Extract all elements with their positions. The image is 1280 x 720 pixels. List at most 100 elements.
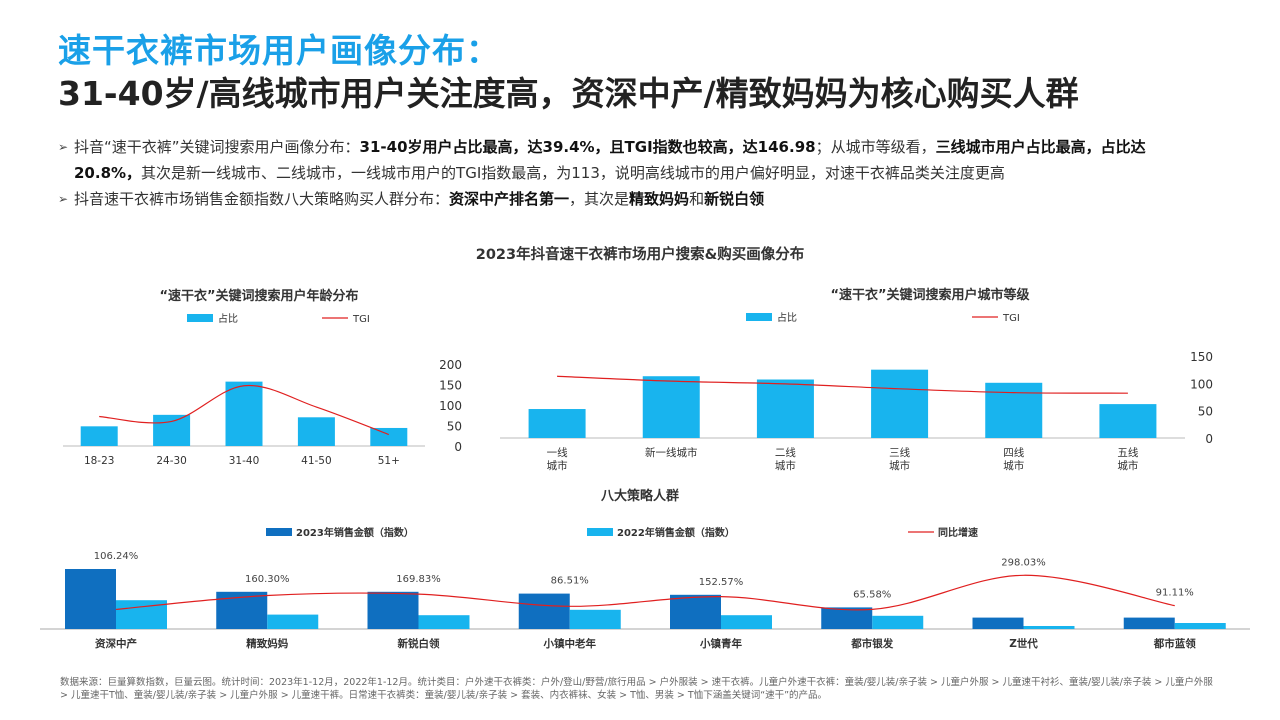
arrow-icon: ➢: [58, 192, 69, 206]
chart3-legend-growth-label: 同比增速: [938, 526, 978, 539]
chart1-x-tick: 31-40: [229, 455, 260, 467]
chart1-legend-bar-swatch: [187, 314, 213, 322]
chart1-bar: [80, 426, 118, 446]
chart1-bar: [297, 417, 335, 446]
chart3-bar-2022: [1174, 623, 1226, 629]
chart1-y-tick: 0: [454, 440, 462, 454]
chart2-bar: [642, 376, 700, 438]
chart1-x-tick: 41-50: [301, 455, 332, 467]
chart3-growth-label: 160.30%: [245, 574, 290, 585]
chart3-growth-line: [115, 574, 1175, 611]
chart3-bar-2022: [116, 600, 167, 629]
chart3-bar-2023: [670, 594, 721, 629]
chart2-x-tick: 五线: [1117, 446, 1139, 459]
chart2-x-tick: 新一线城市: [645, 446, 698, 459]
footnote: 数据来源：巨量算数指数，巨量云图。统计时间：2023年1-12月，2022年1-…: [60, 677, 1213, 701]
summary-bullets: ➢ 抖音“速干衣裤”关键词搜索用户画像分布：31-40岁用户占比最高，达39.4…: [58, 134, 1208, 212]
bullet-text: ；从城市等级看，: [815, 138, 936, 156]
chart1-x-tick: 51+: [378, 455, 400, 467]
chart2-y-tick: 150: [1190, 350, 1213, 364]
chart3-legend-2022-label: 2022年销售金额（指数）: [617, 526, 735, 539]
chart3-title: 八大策略人群: [600, 488, 679, 504]
bullet-text: 其次是新一线城市、二线城市，一线城市用户的TGI指数最高，为113，说明高线城市…: [141, 164, 1005, 182]
chart3-bar-2023: [972, 617, 1024, 629]
chart2-legend-bar-swatch: [746, 313, 772, 321]
bullet-text: 抖音“速干衣裤”关键词搜索用户画像分布：: [74, 138, 360, 156]
chart3-bar-2023: [821, 607, 873, 629]
chart3-growth-label: 152.57%: [699, 577, 744, 588]
chart3-bar-2022: [721, 615, 772, 629]
chart2-x-tick: 四线: [1003, 446, 1025, 459]
chart1-y-tick: 150: [439, 379, 462, 393]
page-title: 速干衣裤市场用户画像分布：: [58, 31, 500, 70]
bullet-highlight: 精致妈妈: [629, 190, 690, 208]
chart2-tgi-line: [557, 375, 1128, 394]
chart3-bar-2023: [367, 591, 419, 629]
chart3-growth-label: 298.03%: [1001, 557, 1046, 568]
chart2-x-tick: 城市: [889, 459, 910, 472]
chart1-bar: [370, 427, 408, 446]
chart2-bar: [756, 379, 814, 438]
bullet-item: ➢ 抖音“速干衣裤”关键词搜索用户画像分布：31-40岁用户占比最高，达39.4…: [58, 134, 1208, 186]
chart1-tgi-line: [99, 384, 390, 436]
chart1-bar: [225, 381, 263, 446]
chart3-bar-2023: [65, 569, 116, 629]
chart2-x-tick: 城市: [775, 459, 796, 472]
chart3-x-tick: 都市银发: [850, 637, 893, 650]
chart1-title: “速干衣”关键词搜索用户年龄分布: [159, 288, 358, 304]
bullet-highlight: 新锐白领: [704, 190, 765, 208]
chart2-bar: [985, 382, 1043, 438]
chart1-y-tick: 50: [447, 420, 462, 434]
chart3-growth-label: 169.83%: [396, 574, 441, 585]
chart3-x-tick: 新锐白领: [398, 637, 440, 650]
chart2-y-tick: 0: [1205, 432, 1213, 446]
chart2-bar: [871, 369, 929, 438]
chart2-x-tick: 二线: [775, 446, 796, 459]
chart1-legend-bar-label: 占比: [218, 312, 238, 325]
chart1-y-tick: 200: [439, 358, 462, 372]
chart3-growth-label: 86.51%: [551, 576, 589, 587]
chart2-legend-line-label: TGI: [1002, 313, 1020, 324]
chart3-bar-2022: [267, 614, 319, 629]
chart3-bar-2022: [569, 609, 621, 629]
chart3-x-tick: 资深中产: [95, 637, 137, 650]
chart2-x-tick: 城市: [1003, 459, 1024, 472]
chart3-x-tick: 都市蓝领: [1153, 637, 1196, 650]
bullet-highlight: 三线城市用户占比最高，占比达20.8%，: [74, 138, 1146, 182]
chart2-title: “速干衣”关键词搜索用户城市等级: [830, 287, 1030, 303]
chart3-x-tick: 小镇中老年: [543, 637, 597, 650]
chart1-legend-line-label: TGI: [352, 314, 370, 325]
chart1-x-tick: 24-30: [156, 455, 187, 467]
chart3-bar-2022: [1023, 626, 1075, 629]
bullet-highlight: 31-40岁用户占比最高，达39.4%，且TGI指数也较高，达146.98: [359, 138, 816, 156]
chart3-bar-2023: [1123, 617, 1175, 629]
page-subtitle: 31-40岁/高线城市用户关注度高，资深中产/精致妈妈为核心购买人群: [58, 74, 1079, 113]
chart3-growth-label: 65.58%: [853, 589, 891, 600]
chart1-bar: [153, 414, 191, 446]
bullet-text: 和: [689, 190, 705, 208]
bullet-item: ➢ 抖音速干衣裤市场销售金额指数八大策略购买人群分布：资深中产排名第一，其次是精…: [58, 186, 1208, 212]
chart3-legend-2023-swatch: [266, 528, 292, 536]
chart3-legend-2023-label: 2023年销售金额（指数）: [296, 526, 414, 539]
chart3-x-tick: 精致妈妈: [246, 637, 288, 650]
chart1-x-tick: 18-23: [84, 455, 115, 467]
chart3-growth-label: 91.11%: [1156, 588, 1194, 599]
chart2-x-tick: 三线: [889, 446, 910, 459]
bullet-text: 抖音速干衣裤市场销售金额指数八大策略购买人群分布：: [74, 190, 450, 208]
bullet-text: ，其次是: [569, 190, 630, 208]
chart3-x-tick: 小镇青年: [699, 637, 742, 650]
chart3-legend-2022-swatch: [587, 528, 613, 536]
section-title: 2023年抖音速干衣裤市场用户搜索&购买画像分布: [475, 247, 805, 263]
chart3-bar-2023: [216, 591, 268, 629]
arrow-icon: ➢: [58, 140, 69, 154]
chart2-bar: [1099, 404, 1157, 438]
chart2-y-tick: 50: [1198, 405, 1213, 419]
chart2-x-tick: 城市: [1117, 459, 1138, 472]
chart2-y-tick: 100: [1190, 377, 1213, 391]
chart3-bar-2022: [418, 615, 470, 629]
chart2-x-tick: 城市: [547, 459, 568, 472]
chart2-bar: [528, 409, 586, 438]
chart3-x-tick: Z世代: [1009, 637, 1038, 650]
chart1-y-tick: 100: [439, 399, 462, 413]
chart3-growth-label: 106.24%: [94, 551, 139, 562]
